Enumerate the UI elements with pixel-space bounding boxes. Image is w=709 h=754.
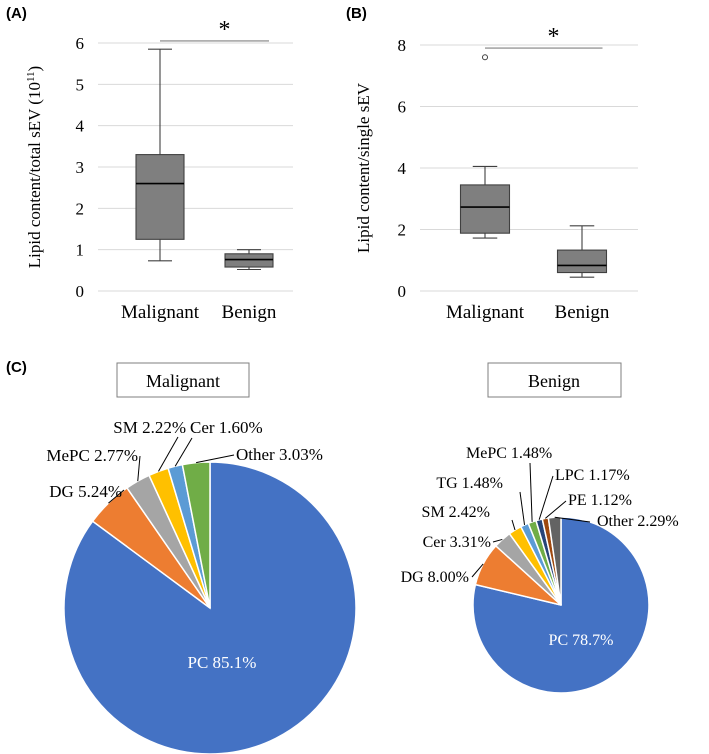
- leader-line: [538, 475, 554, 520]
- y-tick-label: 0: [398, 282, 407, 301]
- pie-label: SM 2.22%: [113, 418, 186, 437]
- category-label: Malignant: [446, 302, 525, 323]
- outlier-point: [482, 54, 488, 61]
- panel-label-c: (C): [6, 359, 27, 376]
- leader-line: [519, 491, 526, 525]
- pie-slice: [181, 461, 211, 609]
- pie-label: Other 2.29%: [597, 513, 679, 530]
- y-tick-label: 2: [76, 199, 85, 218]
- category-label: Malignant: [121, 302, 200, 323]
- pie-label: DG 5.24%: [49, 482, 122, 501]
- grid-lines: [98, 42, 293, 292]
- box-iqr: [135, 154, 185, 240]
- y-tick-label: 8: [398, 36, 407, 55]
- pie-title-benign: Benign: [528, 371, 580, 391]
- leader-line: [554, 516, 591, 523]
- y-tick-label: 2: [398, 221, 407, 240]
- pie-labels: PC 78.7% DG 8.00% Cer 3.31% SM 2.42% TG 1.48…: [401, 445, 679, 649]
- pie-label: MePC 1.48%: [466, 445, 552, 462]
- box-benign: [556, 225, 608, 278]
- pie-label: Other 3.03%: [236, 445, 323, 464]
- category-label: Benign: [555, 302, 610, 323]
- y-tick-label: 0: [76, 282, 85, 301]
- y-tick-label: 6: [76, 34, 85, 53]
- leader-line: [108, 489, 125, 504]
- leader-line: [511, 519, 516, 531]
- boxes: [459, 54, 608, 278]
- pie-label: TG 1.48%: [436, 475, 503, 492]
- pie-label: PC 78.7%: [549, 632, 614, 649]
- pie-labels: PC 85.1% DG 5.24% MePC 2.77% SM 2.22% Cer 1.…: [46, 418, 323, 672]
- grid-lines: [420, 44, 638, 292]
- leader-line: [196, 454, 235, 464]
- leader-lines: [471, 462, 591, 578]
- pie-title-box-benign: [487, 362, 622, 398]
- boxes: [135, 48, 274, 271]
- pie-slices: [472, 516, 650, 694]
- pie-label: Cer 3.31%: [423, 534, 491, 551]
- pie-label: DG 8.00%: [401, 569, 469, 586]
- leader-line: [137, 455, 141, 482]
- y-tick-label: 4: [398, 159, 407, 178]
- pie-title-box-malignant: [116, 362, 250, 398]
- y-axis-label: Lipid content/single sEV: [354, 82, 373, 253]
- y-tick-label: 3: [76, 158, 85, 177]
- significance-star: *: [548, 24, 560, 50]
- box-iqr: [459, 184, 511, 234]
- y-tick-label: 5: [76, 75, 85, 94]
- leader-line: [492, 538, 503, 543]
- category-labels: Malignant Benign: [446, 302, 610, 323]
- pie-label: Cer 1.60%: [190, 418, 263, 437]
- category-labels: Malignant Benign: [121, 302, 277, 323]
- pie-chart-benign: PC 78.7% DG 8.00% Cer 3.31% SM 2.42% TG 1.48…: [401, 445, 679, 694]
- pie-label: LPC 1.17%: [555, 467, 630, 484]
- y-tick-label: 1: [76, 241, 85, 260]
- box-iqr: [224, 253, 274, 268]
- y-axis-label: Lipid content/total sEV (1011): [25, 66, 44, 268]
- pie-label: PE 1.12%: [568, 492, 632, 509]
- leader-line: [174, 437, 193, 467]
- y-tick-labels: 0 2 4 6 8: [398, 36, 407, 301]
- panel-label-b: (B): [346, 5, 367, 22]
- leader-line: [471, 563, 484, 578]
- y-tick-label: 6: [398, 98, 407, 117]
- pie-title-malignant: Malignant: [146, 371, 220, 391]
- leader-lines: [108, 436, 235, 504]
- box-malignant: [135, 48, 185, 262]
- box-chart-b: 0 2 4 6 8 Malignant Benign Lipid content/sing…: [354, 24, 638, 323]
- leader-line: [529, 462, 533, 522]
- pie-label: SM 2.42%: [422, 504, 490, 521]
- y-tick-labels: 0 1 2 3 4 5 6: [76, 34, 85, 301]
- box-benign: [224, 249, 274, 271]
- panel-label-a: (A): [6, 5, 27, 22]
- box-chart-a: 0 1 2 3 4 5 6 Malignant Benign Lipid content/to…: [25, 17, 293, 323]
- leader-line: [544, 500, 567, 519]
- pie-slices: [63, 461, 357, 754]
- pie-label: PC 85.1%: [188, 653, 257, 672]
- pie-label: MePC 2.77%: [46, 446, 138, 465]
- pie-chart-malignant: PC 85.1% DG 5.24% MePC 2.77% SM 2.22% Cer 1.…: [46, 418, 357, 754]
- category-label: Benign: [222, 302, 277, 323]
- box-malignant: [459, 54, 511, 239]
- box-iqr: [556, 249, 608, 274]
- leader-line: [158, 436, 179, 472]
- y-tick-label: 4: [76, 117, 85, 136]
- significance-star: *: [219, 17, 231, 43]
